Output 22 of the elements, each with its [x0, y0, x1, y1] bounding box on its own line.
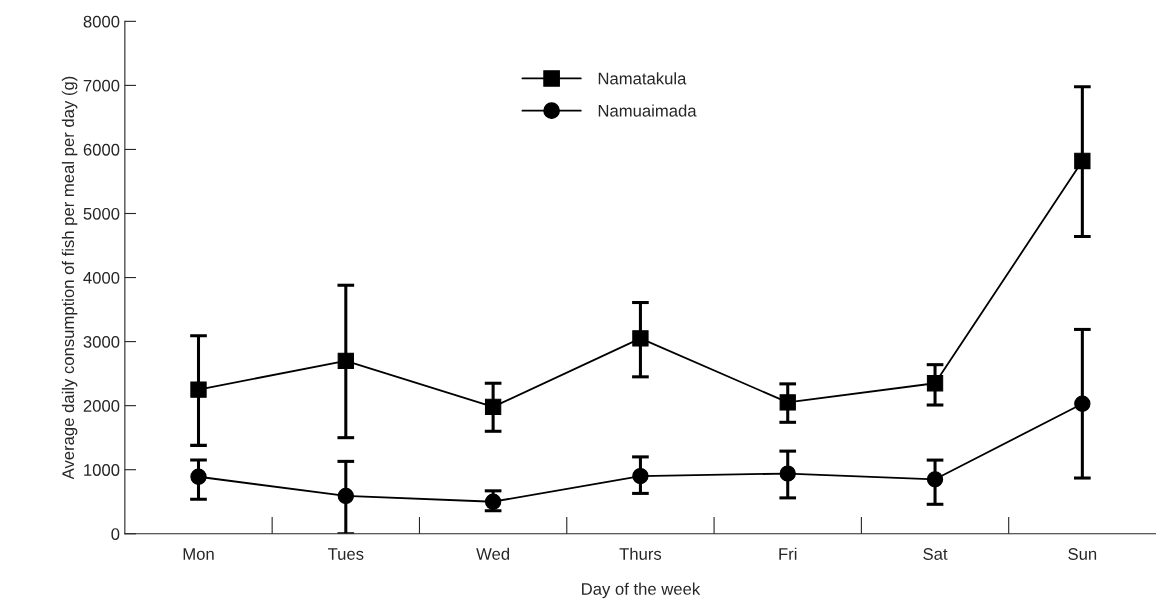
y-tick-label: 4000 [83, 271, 120, 284]
x-tick-label: Sun [1068, 548, 1097, 560]
x-tick-label: Tues [327, 548, 364, 560]
x-tick-label: Mon [183, 548, 214, 560]
x-tick-label: Sat [923, 548, 948, 560]
x-tick-label: Thurs [619, 547, 662, 560]
y-tick-label: 3000 [83, 336, 120, 348]
y-tick-label: 6000 [83, 143, 120, 156]
y-tick-label: 2000 [83, 400, 120, 412]
point [190, 381, 207, 398]
y-tick-label: 0 [111, 528, 120, 540]
y-axis-title: Average daily consumption of fish per meal per day (g) [61, 76, 78, 480]
x-tick-label: Fri [779, 547, 797, 560]
point [632, 330, 649, 347]
legend-label: Namuaimada [598, 104, 697, 117]
y-tick-label: 5000 [83, 207, 120, 220]
x-tick-label: Wed [476, 547, 510, 560]
y-tick-label: 8000 [83, 15, 120, 28]
y-tick-label: 1000 [84, 464, 120, 476]
y-tick-label: 7000 [83, 79, 120, 92]
x-axis-title: Day of the week [582, 582, 701, 599]
legend-label: Namatakula [598, 72, 687, 85]
